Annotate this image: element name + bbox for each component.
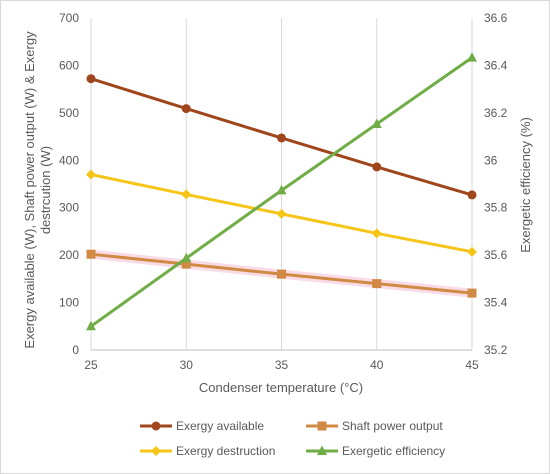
x-tick-label: 40 — [370, 358, 384, 372]
x-tick-label: 45 — [465, 358, 479, 372]
y-left-tick-label: 600 — [59, 58, 79, 72]
data-point — [277, 133, 286, 143]
series-exergetic-efficiency — [86, 52, 477, 331]
series-layer — [86, 52, 477, 331]
left-axis-title-line2: destrcution (W) — [38, 146, 53, 234]
y-right-tick-label: 36.2 — [484, 106, 508, 120]
series-shaft-power-output — [86, 249, 477, 298]
legend-swatch-marker — [151, 421, 161, 431]
data-point — [181, 259, 191, 269]
legend-swatch-marker — [317, 445, 327, 455]
y-left-tick-label: 100 — [59, 296, 79, 310]
right-axis-title: Exergetic efficiency (%) — [518, 117, 533, 253]
legend-label: Exergetic efficiency — [342, 444, 445, 458]
legend-label: Exergy available — [176, 419, 264, 433]
tick-labels: 25 30 35 40 45 0 100 200 300 400 500 600 700 35.2 35.4… — [59, 11, 508, 372]
y-left-tick-label: 500 — [59, 106, 79, 120]
y-left-tick-label: 200 — [59, 248, 79, 262]
data-point — [276, 208, 287, 219]
y-left-tick-label: 0 — [72, 343, 79, 357]
data-point — [181, 104, 191, 114]
data-point — [467, 288, 477, 298]
y-right-tick-label: 35.6 — [484, 248, 508, 262]
y-left-tick-label: 700 — [59, 11, 79, 25]
y-right-tick-label: 36.4 — [484, 58, 508, 72]
data-point — [86, 320, 96, 331]
data-point — [371, 118, 382, 129]
legend-item: Exergy available — [140, 419, 264, 433]
legend-swatch-marker — [151, 446, 161, 456]
y-right-tick-label: 36.6 — [484, 11, 508, 25]
x-tick-label: 25 — [84, 358, 98, 372]
data-point — [86, 169, 96, 180]
left-axis-title-line1: Exergy available (W), Shaft power output… — [22, 31, 37, 349]
data-point — [371, 228, 382, 239]
series-exergy-available — [86, 74, 477, 200]
data-point — [277, 269, 286, 279]
data-point — [467, 246, 477, 257]
y-right-tick-label: 35.2 — [484, 343, 508, 357]
data-point — [372, 162, 382, 172]
x-axis-title: Condenser temperature (°C) — [199, 380, 363, 395]
y-left-tick-label: 400 — [59, 153, 79, 167]
data-point — [86, 249, 96, 259]
legend-label: Exergy destruction — [176, 444, 275, 458]
grid-lines — [90, 18, 473, 351]
legend-label: Shaft power output — [342, 419, 443, 433]
legend-item: Shaft power output — [306, 419, 443, 433]
data-point — [372, 279, 382, 289]
series-exergy-destruction — [86, 169, 477, 257]
legend-swatch-marker — [317, 421, 327, 431]
y-right-tick-label: 36 — [484, 153, 498, 167]
data-point — [181, 252, 192, 263]
legend-item: Exergy destruction — [140, 444, 275, 458]
x-tick-label: 30 — [180, 358, 194, 372]
data-point — [181, 189, 192, 200]
y-right-tick-label: 35.4 — [484, 296, 508, 310]
legend-item: Exergetic efficiency — [306, 444, 445, 458]
data-point — [276, 184, 287, 195]
x-tick-label: 35 — [275, 358, 289, 372]
y-right-tick-label: 35.8 — [484, 201, 508, 215]
data-point — [467, 190, 477, 200]
data-point — [86, 74, 96, 84]
legend: Exergy available Shaft power output Exergy… — [140, 419, 445, 458]
data-point — [467, 52, 477, 62]
y-left-tick-label: 300 — [59, 201, 79, 215]
